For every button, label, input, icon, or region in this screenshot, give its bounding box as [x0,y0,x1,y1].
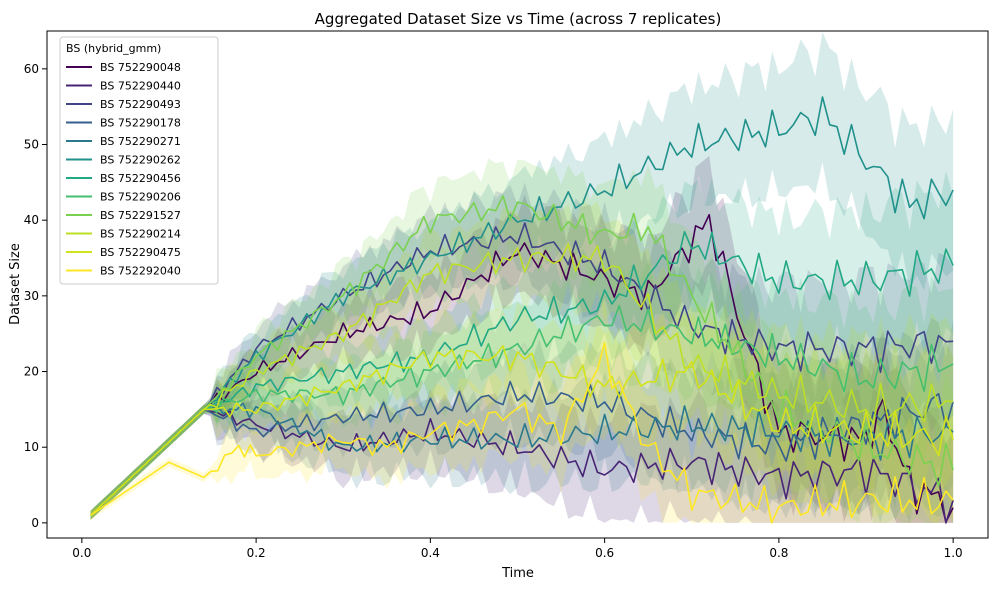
legend-label: BS 752290493 [100,98,181,111]
legend-label: BS 752290440 [100,80,181,93]
legend-label: BS 752290271 [100,135,181,148]
x-tick-label: 0.0 [72,546,91,560]
y-tick-label: 0 [31,516,39,530]
legend-label: BS 752290178 [100,117,181,130]
legend: BS (hybrid_gmm) BS 752290048 BS 752290440… [60,37,218,284]
y-tick-label: 10 [24,440,39,454]
y-tick-label: 30 [24,289,39,303]
x-tick-label: 0.2 [247,546,266,560]
legend-label: BS 752290214 [100,228,181,241]
legend-label: BS 752292040 [100,265,181,278]
x-tick-label: 0.6 [595,546,614,560]
legend-label: BS 752290206 [100,191,181,204]
x-tick-label: 0.4 [421,546,440,560]
y-tick-label: 40 [24,213,39,227]
y-axis-label: Dataset Size [8,243,23,325]
y-tick-label: 60 [24,62,39,76]
x-tick-label: 1.0 [944,546,963,560]
y-tick-label: 20 [24,365,39,379]
legend-label: BS 752290262 [100,154,181,167]
legend-label: BS 752290475 [100,246,181,259]
chart-title: Aggregated Dataset Size vs Time (across … [315,10,722,28]
legend-label: BS 752290048 [100,61,181,74]
x-tick-label: 0.8 [769,546,788,560]
x-axis-label: Time [501,566,534,581]
legend-title: BS (hybrid_gmm) [66,42,161,55]
y-tick-label: 50 [24,138,39,152]
legend-label: BS 752290456 [100,172,181,185]
legend-label: BS 752291527 [100,209,181,222]
